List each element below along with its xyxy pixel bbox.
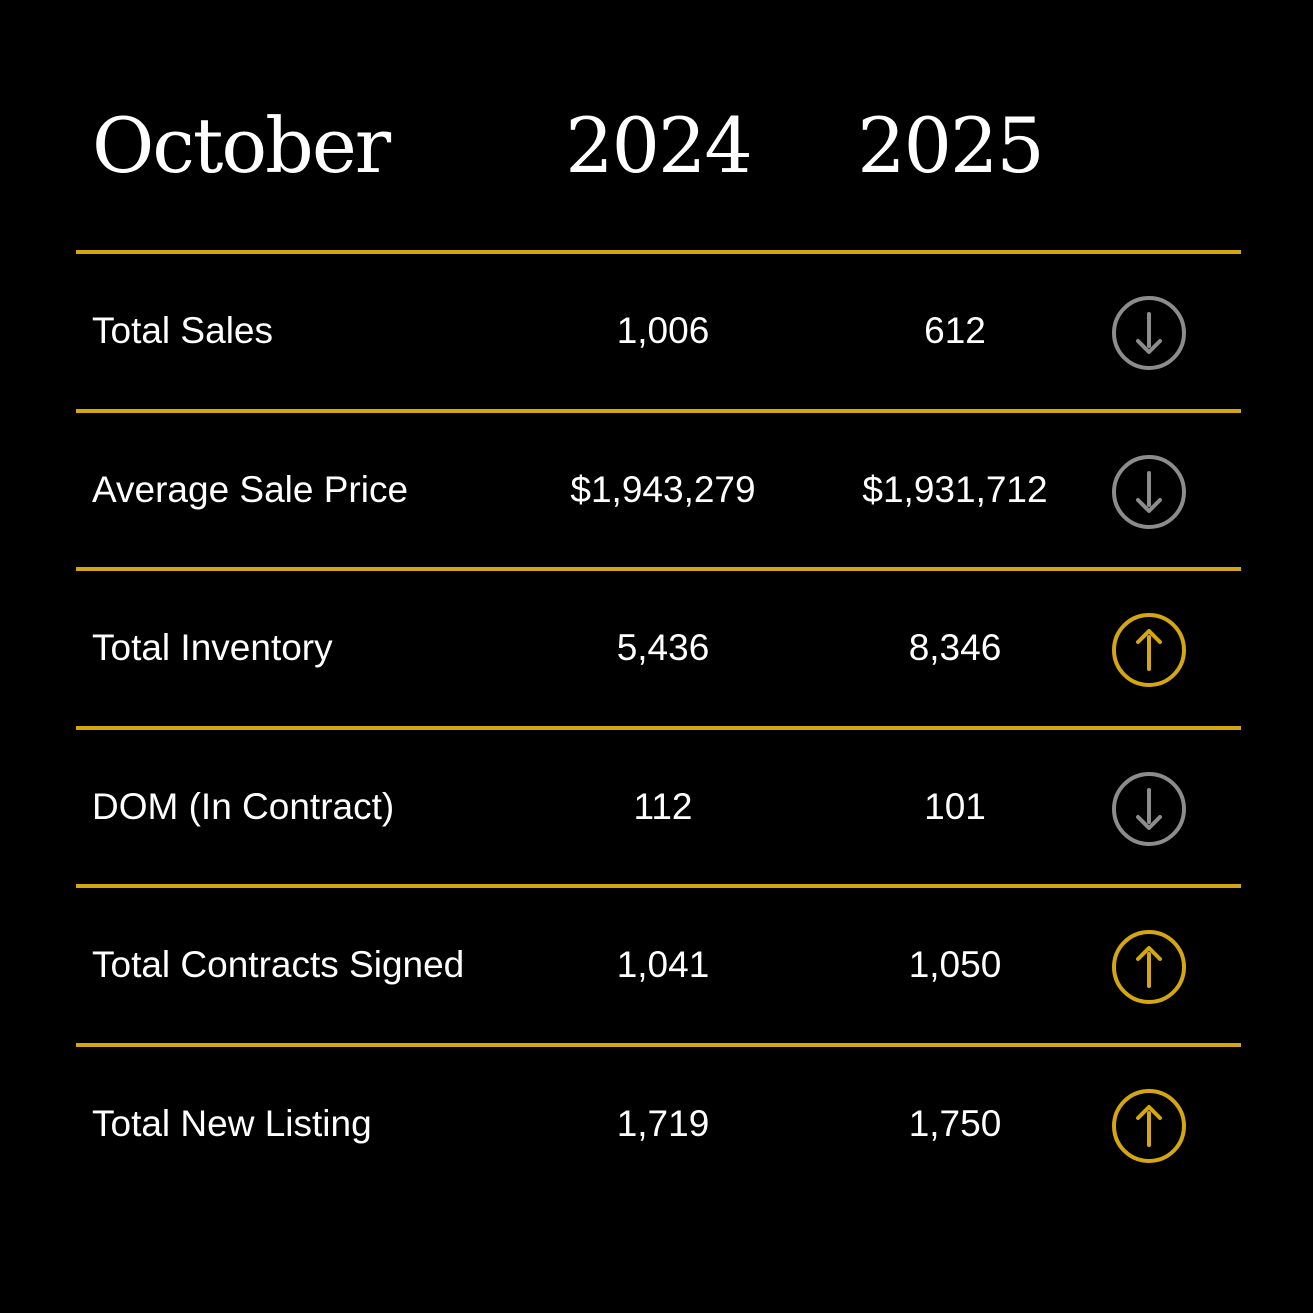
year-2024-heading: 2024	[565, 101, 752, 190]
table-row: Total New Listing 1,719 1,750	[76, 1042, 1241, 1202]
arrow-down-circle-icon	[1110, 770, 1188, 848]
metric-label: Average Sale Price	[92, 468, 409, 510]
value-2025: $1,931,712	[862, 468, 1048, 510]
arrow-up-circle-icon	[1110, 611, 1188, 689]
market-stats-table: Total Sales 1,006 612 Average Sale Price…	[76, 250, 1241, 1201]
header: October 2024 2025	[0, 0, 1313, 250]
metric-label: Total Inventory	[92, 627, 333, 668]
value-2024: 1,041	[616, 944, 710, 985]
metric-label: Total Sales	[92, 310, 273, 351]
value-2025: 1,750	[908, 1102, 1002, 1144]
value-2025: 101	[924, 785, 986, 827]
metric-label: Total New Listing	[92, 1102, 372, 1144]
value-2024: 112	[633, 785, 693, 827]
value-2024: 1,719	[616, 1102, 710, 1144]
value-2024: $1,943,279	[570, 468, 756, 510]
value-2024: 1,006	[616, 310, 710, 351]
year-2025-heading: 2025	[857, 101, 1044, 190]
arrow-up-circle-icon	[1110, 1087, 1188, 1165]
table-row: DOM (In Contract) 112 101	[76, 725, 1241, 885]
table-row: Total Sales 1,006 612	[76, 250, 1241, 409]
metric-label: DOM (In Contract)	[92, 785, 395, 827]
table-row: Total Contracts Signed 1,041 1,050	[76, 884, 1241, 1043]
table-row: Average Sale Price $1,943,279 $1,931,712	[76, 408, 1241, 568]
month-title: October	[92, 101, 391, 190]
value-2024: 5,436	[616, 627, 710, 668]
value-2025: 8,346	[908, 627, 1002, 668]
arrow-down-circle-icon	[1110, 453, 1188, 531]
value-2025: 1,050	[908, 944, 1002, 985]
arrow-up-circle-icon	[1110, 928, 1188, 1006]
table-row: Total Inventory 5,436 8,346	[76, 567, 1241, 726]
metric-label: Total Contracts Signed	[92, 944, 465, 985]
arrow-down-circle-icon	[1110, 294, 1188, 372]
value-2025: 612	[924, 310, 986, 351]
